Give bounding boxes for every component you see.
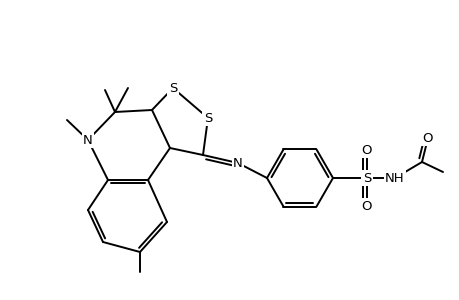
Text: NH: NH xyxy=(384,172,404,184)
Text: S: S xyxy=(362,172,370,184)
Text: O: O xyxy=(361,200,371,212)
Text: O: O xyxy=(422,131,432,145)
Text: S: S xyxy=(203,112,212,124)
Text: N: N xyxy=(83,134,93,146)
Text: N: N xyxy=(233,157,242,169)
Text: O: O xyxy=(361,143,371,157)
Text: S: S xyxy=(168,82,177,94)
